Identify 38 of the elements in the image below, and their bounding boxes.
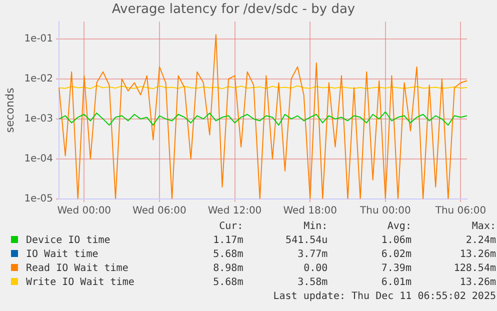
legend-label: Write IO Wait time xyxy=(26,277,134,288)
legend-label: IO Wait time xyxy=(26,249,98,260)
y-tick-label: 1e-02 xyxy=(24,73,54,84)
text: 13.26m xyxy=(458,276,497,290)
text: 541.54u xyxy=(284,234,329,248)
text: 1.17m xyxy=(212,234,244,248)
text: Last update: Thu Dec 11 06:55:02 2025 xyxy=(272,290,497,304)
text: 1.06m xyxy=(380,234,412,248)
y-tick-label: 1e-04 xyxy=(24,154,54,165)
text: 6.02m xyxy=(380,248,412,262)
text: Avg: xyxy=(386,220,412,234)
text: 5.68m xyxy=(212,248,244,262)
chart-title: Average latency for /dev/sdc - by day xyxy=(112,2,356,18)
x-tick-label: Wed 18:00 xyxy=(283,206,337,217)
x-tick-label: Thu 06:00 xyxy=(434,206,486,217)
text: 0.00 xyxy=(302,262,329,276)
text: 6.01m xyxy=(380,276,412,290)
text: Min: xyxy=(302,220,329,234)
x-tick-label: Wed 06:00 xyxy=(132,206,186,217)
text: 3.58m xyxy=(296,276,329,290)
x-tick-label: Thu 00:00 xyxy=(359,206,411,217)
text: Max: xyxy=(470,220,497,234)
text: 5.68m xyxy=(212,276,244,290)
x-tick-label: Wed 00:00 xyxy=(57,206,112,217)
y-tick-label: 1e-05 xyxy=(24,194,54,205)
text: 7.39m xyxy=(380,262,412,276)
text: 128.54m xyxy=(452,262,497,276)
y-axis-title: seconds xyxy=(3,88,16,133)
x-tick-label: Wed 12:00 xyxy=(208,206,262,217)
legend-label: Read IO Wait time xyxy=(26,263,128,274)
text: 13.26m xyxy=(458,248,497,262)
legend-label: Device IO time xyxy=(26,235,110,246)
text: 2.24m xyxy=(464,234,497,248)
text: 3.77m xyxy=(296,248,329,262)
y-tick-label: 1e-01 xyxy=(24,33,54,44)
text: Cur: xyxy=(218,220,244,234)
y-tick-label: 1e-03 xyxy=(24,114,54,125)
text: 8.98m xyxy=(212,262,244,276)
